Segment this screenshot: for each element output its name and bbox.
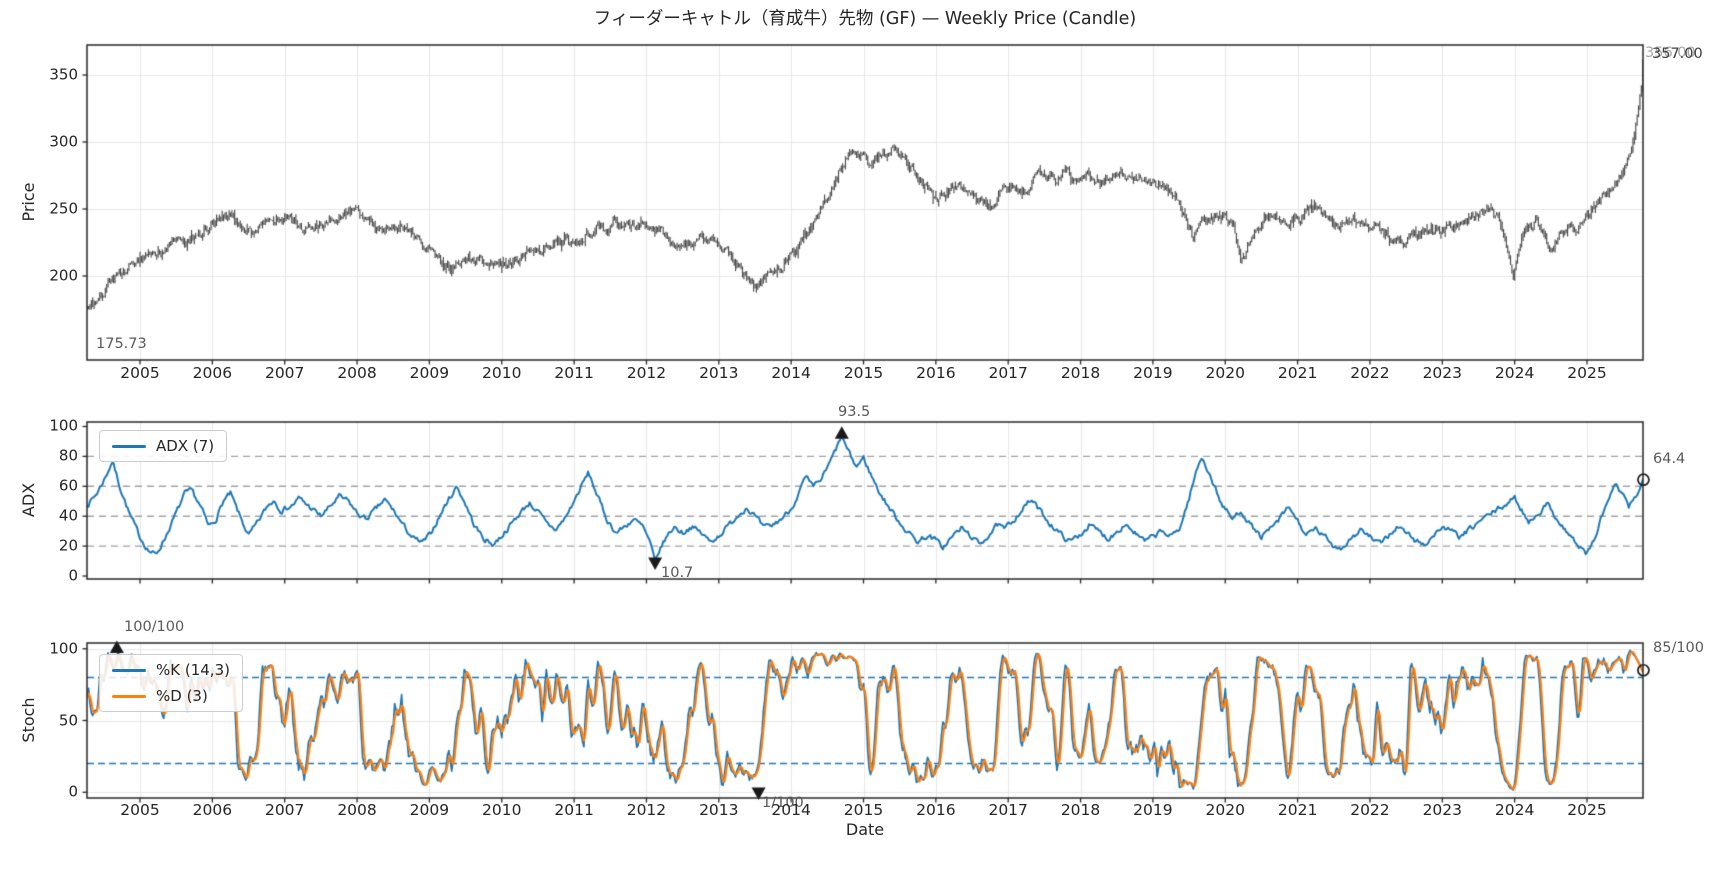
stoch-legend-row-k: %K (14,3): [112, 661, 230, 679]
stoch-legend: %K (14,3) %D (3): [99, 654, 243, 712]
adx-legend-row: ADX (7): [112, 437, 214, 455]
stoch-k-legend-label: %K (14,3): [156, 661, 230, 679]
adx-legend: ADX (7): [99, 430, 228, 462]
stoch-k-line-sample-icon: [112, 668, 146, 672]
stoch-legend-row-d: %D (3): [112, 687, 230, 705]
stoch-d-line-sample-icon: [112, 694, 146, 698]
stoch-d-legend-label: %D (3): [156, 687, 208, 705]
adx-legend-label: ADX (7): [156, 437, 215, 455]
adx-line-sample-icon: [112, 444, 146, 448]
